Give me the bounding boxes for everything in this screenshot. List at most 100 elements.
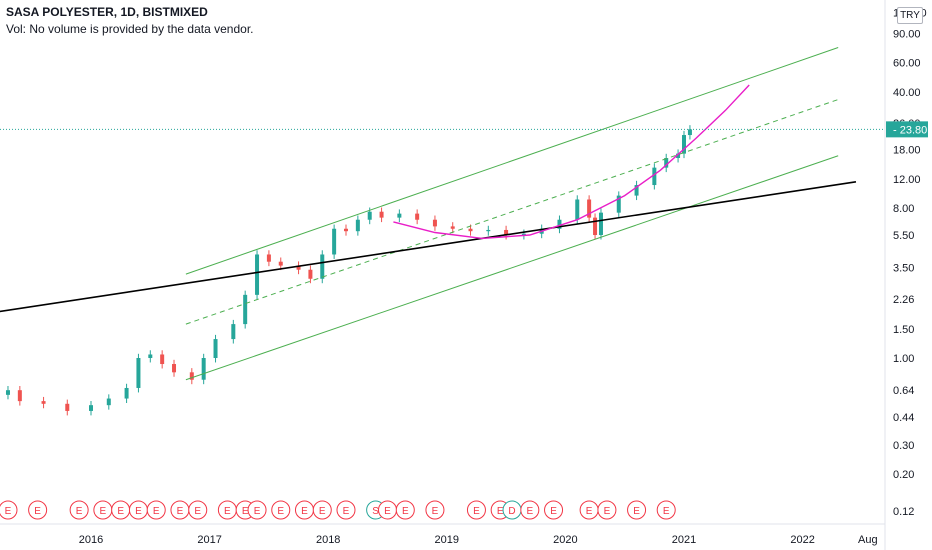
candle <box>189 368 194 385</box>
candle-body <box>124 387 129 399</box>
event-marker: E <box>378 500 397 520</box>
candle <box>587 195 592 223</box>
event-marker-label: E <box>177 506 184 517</box>
x-tick-label: 2017 <box>197 534 221 546</box>
candle <box>17 385 22 406</box>
event-marker: E <box>247 500 267 520</box>
candle-body <box>575 199 580 220</box>
event-marker-label: E <box>402 506 409 517</box>
candle-body <box>332 228 337 255</box>
event-marker-label: E <box>497 506 504 517</box>
candle <box>397 209 402 223</box>
event-marker-label: E <box>135 506 142 517</box>
event-marker-label: E <box>550 506 557 517</box>
x-tick-label: 2021 <box>672 534 696 546</box>
event-marker-circle <box>0 500 18 520</box>
event-marker: E <box>0 500 18 520</box>
candle <box>278 257 283 271</box>
event-marker-circle <box>466 500 486 520</box>
event-marker: E <box>188 500 208 520</box>
y-tick-label: 0.12 <box>893 506 914 518</box>
event-marker: E <box>425 500 445 520</box>
x-tick-label: 2016 <box>79 534 103 546</box>
candle-body <box>5 390 10 395</box>
y-tick-label: 0.20 <box>893 469 914 481</box>
y-tick-label: 2.26 <box>893 294 914 306</box>
candle <box>308 265 313 284</box>
candle <box>5 385 10 400</box>
event-marker-label: E <box>473 506 480 517</box>
candle <box>450 222 455 234</box>
last-price-tag-bg <box>886 121 928 138</box>
candle-body <box>278 261 283 266</box>
candle-body <box>255 254 260 295</box>
event-marker-circle <box>312 500 332 520</box>
y-tick-label: 1.00 <box>893 353 914 365</box>
event-marker-circle <box>336 500 356 520</box>
trend-line <box>0 181 857 313</box>
time-axis: 2016 2017 2018 2019 2020 2021 2022 Aug <box>79 534 878 546</box>
event-marker: E <box>520 500 540 520</box>
candle <box>652 163 657 190</box>
event-marker: E <box>217 500 237 520</box>
y-tick-label: 60.00 <box>893 58 921 70</box>
candle-body <box>652 167 657 186</box>
y-tick-label: 5.50 <box>893 230 914 242</box>
candle-body <box>450 226 455 229</box>
last-price-tag: - 23.80 <box>0 121 928 138</box>
event-marker-circle <box>544 500 564 520</box>
event-marker: E <box>627 500 647 520</box>
candle-body <box>320 254 325 279</box>
candle <box>557 215 562 234</box>
candle-body <box>367 211 372 220</box>
event-marker-label: E <box>586 506 593 517</box>
candle-body <box>664 158 669 168</box>
event-marker-label: E <box>604 506 611 517</box>
event-marker-label: E <box>301 506 308 517</box>
candle-body <box>148 354 153 358</box>
event-marker-label: D <box>508 506 515 517</box>
parabolic-curve <box>393 84 750 240</box>
candle <box>355 215 360 236</box>
event-marker-circle <box>656 500 676 520</box>
y-tick-label: 0.64 <box>893 385 914 397</box>
event-marker-label: E <box>100 506 107 517</box>
x-tick-label: 2019 <box>435 534 459 546</box>
y-tick-label: 40.00 <box>893 87 921 99</box>
event-marker: E <box>395 500 415 520</box>
candle <box>664 153 669 173</box>
candle-body <box>308 269 313 279</box>
candle <box>593 213 598 240</box>
chart-title: SASA POLYESTER, 1D, BISTMIXED <box>6 5 208 19</box>
event-marker-label: E <box>5 506 12 517</box>
event-marker-label: S <box>372 506 379 517</box>
last-price-tag-label: - 23.80 <box>893 124 927 136</box>
candle-body <box>17 390 22 402</box>
candle-body <box>486 229 491 232</box>
candle <box>124 383 129 404</box>
event-marker-label: E <box>242 506 249 517</box>
candle-body <box>415 213 420 220</box>
event-marker: E <box>170 500 190 520</box>
currency-button[interactable]: TRY <box>897 7 923 24</box>
candle <box>598 208 603 240</box>
price-axis: 120.0090.0060.0040.0026.0018.0012.008.00… <box>893 8 927 518</box>
candle-body <box>593 217 598 236</box>
candle-body <box>89 405 93 411</box>
candle <box>148 350 153 363</box>
candle-body <box>343 228 348 232</box>
candle-body <box>634 185 639 196</box>
candle-body <box>468 228 473 232</box>
candle <box>343 224 348 236</box>
event-marker-label: E <box>319 506 326 517</box>
event-marker-label: E <box>343 506 350 517</box>
candle-body <box>379 211 384 218</box>
candles-layer <box>5 125 692 416</box>
candle <box>296 261 301 275</box>
event-marker: E <box>111 500 131 520</box>
candle-body <box>598 212 603 236</box>
candle-body <box>160 354 165 365</box>
candle-body <box>397 213 402 218</box>
event-marker-label: E <box>384 506 391 517</box>
